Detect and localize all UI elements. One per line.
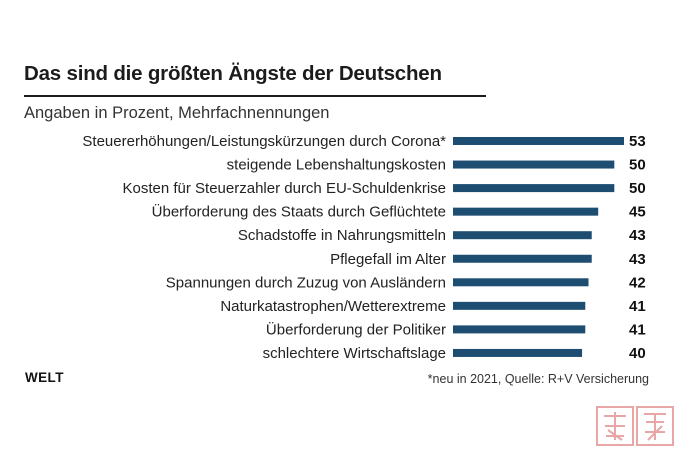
value-label: 50 xyxy=(629,157,646,174)
watermark-seal-icon xyxy=(596,406,674,446)
category-label: schlechtere Wirtschaftslage xyxy=(263,345,446,362)
bar xyxy=(453,184,615,193)
category-label: Spannungen durch Zuzug von Ausländern xyxy=(166,274,446,291)
bar xyxy=(453,325,586,334)
chart-title: Das sind die größten Ängste der Deutsche… xyxy=(24,62,442,85)
bar xyxy=(453,278,589,287)
value-label: 40 xyxy=(629,345,646,362)
welt-logo: WELT xyxy=(25,370,64,385)
title-underline xyxy=(24,95,486,97)
value-label: 53 xyxy=(629,133,646,150)
value-label: 41 xyxy=(629,321,646,338)
source-note: *neu in 2021, Quelle: R+V Versicherung xyxy=(427,372,649,386)
value-label: 42 xyxy=(629,274,646,291)
bar xyxy=(453,231,592,240)
chart-subtitle: Angaben in Prozent, Mehrfachnennungen xyxy=(24,104,330,122)
category-label: Schadstoffe in Nahrungsmitteln xyxy=(238,227,446,244)
bar xyxy=(453,137,624,145)
bar xyxy=(453,160,615,169)
category-label: Pflegefall im Alter xyxy=(330,251,446,268)
bar xyxy=(453,348,583,357)
value-label: 50 xyxy=(629,180,646,197)
bar xyxy=(453,207,599,216)
value-label: 43 xyxy=(629,227,646,244)
category-label: Kosten für Steuerzahler durch EU-Schulde… xyxy=(123,180,447,197)
category-label: Überforderung des Staats durch Geflüchte… xyxy=(152,203,446,221)
category-label: steigende Lebenshaltungskosten xyxy=(227,157,446,174)
category-label: Naturkatastrophen/Wetterextreme xyxy=(220,298,446,315)
bar xyxy=(453,254,592,263)
category-label: Steuererhöhungen/Leistungskürzungen durc… xyxy=(82,133,446,150)
value-label: 45 xyxy=(629,204,646,221)
bar xyxy=(453,301,586,310)
value-label: 41 xyxy=(629,298,646,315)
value-label: 43 xyxy=(629,251,646,268)
category-label: Überforderung der Politiker xyxy=(266,320,446,338)
